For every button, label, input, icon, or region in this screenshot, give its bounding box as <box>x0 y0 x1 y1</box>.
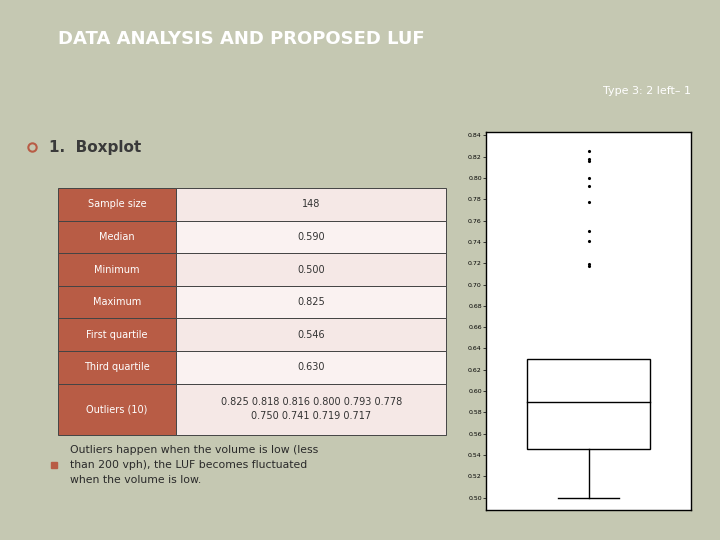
Bar <box>527 359 650 449</box>
FancyBboxPatch shape <box>58 253 176 286</box>
FancyBboxPatch shape <box>58 351 176 384</box>
FancyBboxPatch shape <box>176 188 446 221</box>
Text: First quartile: First quartile <box>86 330 148 340</box>
Text: 0.546: 0.546 <box>297 330 325 340</box>
Text: 0.825: 0.825 <box>297 297 325 307</box>
Text: 0.630: 0.630 <box>297 362 325 373</box>
FancyBboxPatch shape <box>176 286 446 319</box>
Text: Maximum: Maximum <box>93 297 141 307</box>
Text: 1.  Boxplot: 1. Boxplot <box>49 140 141 154</box>
Text: 148: 148 <box>302 199 320 210</box>
FancyBboxPatch shape <box>58 188 176 221</box>
Text: Sample size: Sample size <box>88 199 146 210</box>
Text: 0.825 0.818 0.816 0.800 0.793 0.778
0.750 0.741 0.719 0.717: 0.825 0.818 0.816 0.800 0.793 0.778 0.75… <box>221 397 402 422</box>
FancyBboxPatch shape <box>58 286 176 319</box>
Text: 0.590: 0.590 <box>297 232 325 242</box>
Text: DATA ANALYSIS AND PROPOSED LUF: DATA ANALYSIS AND PROPOSED LUF <box>58 30 424 48</box>
FancyBboxPatch shape <box>176 351 446 384</box>
Text: Outliers happen when the volume is low (less
than 200 vph), the LUF becomes fluc: Outliers happen when the volume is low (… <box>70 445 318 485</box>
FancyBboxPatch shape <box>176 253 446 286</box>
FancyBboxPatch shape <box>58 384 176 435</box>
FancyBboxPatch shape <box>176 384 446 435</box>
Text: Median: Median <box>99 232 135 242</box>
Text: Third quartile: Third quartile <box>84 362 150 373</box>
Text: 0.500: 0.500 <box>297 265 325 274</box>
Text: Outliers (10): Outliers (10) <box>86 404 148 415</box>
FancyBboxPatch shape <box>58 319 176 351</box>
FancyBboxPatch shape <box>176 221 446 253</box>
FancyBboxPatch shape <box>58 221 176 253</box>
Text: Type 3: 2 left– 1: Type 3: 2 left– 1 <box>603 86 691 96</box>
Text: Minimum: Minimum <box>94 265 140 274</box>
FancyBboxPatch shape <box>176 319 446 351</box>
